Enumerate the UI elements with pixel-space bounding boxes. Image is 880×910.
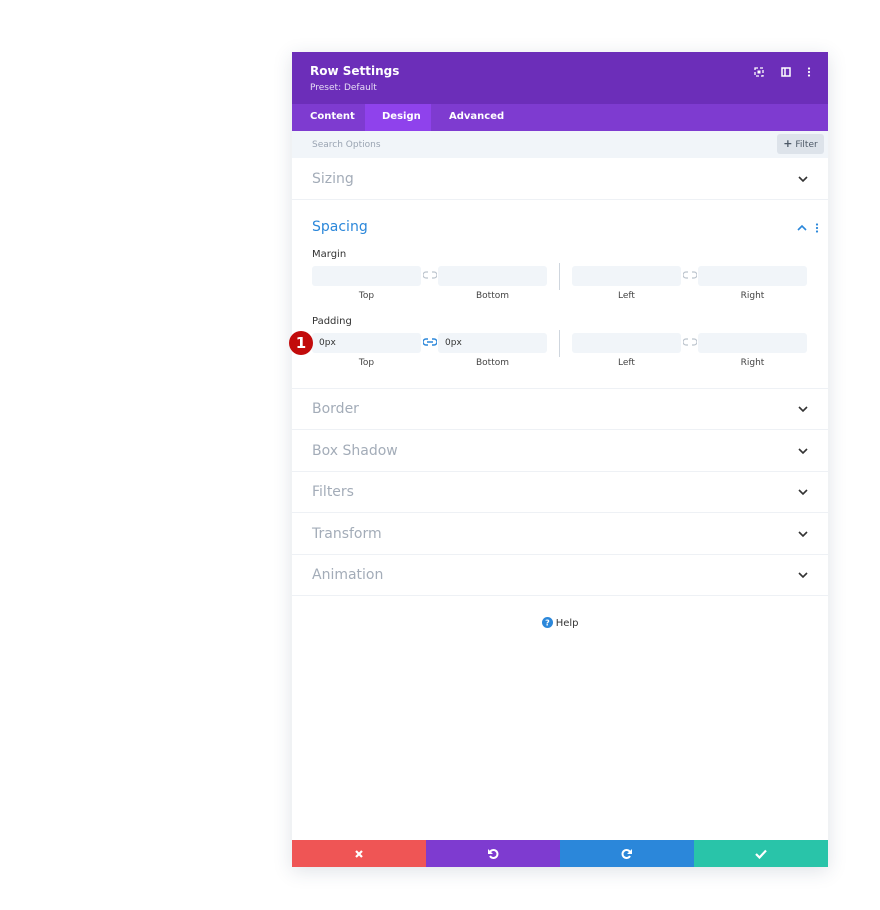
field-label: Bottom — [475, 291, 509, 301]
margin-label: Margin — [312, 249, 347, 260]
section-title: Box Shadow — [312, 442, 398, 459]
chevron — [798, 489, 808, 496]
chevron — [798, 447, 808, 454]
chevron — [798, 406, 808, 413]
section[interactable]: Sizing — [292, 158, 828, 200]
input[interactable] — [572, 333, 681, 353]
help-link[interactable]: ? Help — [292, 617, 828, 629]
expand-icon[interactable] — [754, 67, 764, 77]
input[interactable] — [312, 266, 421, 286]
section-title: Border — [312, 401, 359, 417]
help-label: Help — [555, 618, 579, 629]
menu-icon[interactable] — [807, 67, 811, 70]
link-icon[interactable] — [683, 271, 697, 279]
filter-label: Filter — [795, 140, 818, 150]
section[interactable]: Transform — [292, 513, 828, 555]
input[interactable] — [698, 266, 807, 286]
active-tab-bg — [365, 104, 431, 131]
tab[interactable]: Design — [382, 111, 421, 122]
layout-icon[interactable] — [781, 67, 791, 77]
input[interactable]: 0px — [312, 333, 421, 353]
padding-label: Padding — [312, 316, 352, 327]
input[interactable] — [698, 333, 807, 353]
input[interactable] — [438, 266, 547, 286]
redo-button[interactable] — [560, 840, 694, 867]
input[interactable]: 0px — [438, 333, 547, 353]
field-label: Left — [618, 291, 635, 301]
save-button[interactable] — [694, 840, 828, 867]
undo-button[interactable] — [426, 840, 560, 867]
field-label: Left — [618, 358, 635, 368]
link-icon-active[interactable] — [423, 338, 437, 347]
section-open: Spacing Margin Top Bottom Left Right Pad… — [292, 199, 828, 389]
tab[interactable]: Advanced — [449, 111, 505, 122]
divider — [559, 263, 560, 290]
discard-button[interactable] — [292, 840, 426, 867]
search-bar: Search Options + Filter — [292, 131, 828, 158]
section[interactable]: Animation — [292, 554, 828, 596]
header: Row Settings Preset: Default — [292, 52, 828, 104]
header-icons — [754, 67, 811, 77]
section-title: Animation — [312, 567, 384, 583]
field-label: Top — [358, 358, 375, 368]
field-label: Right — [740, 358, 765, 368]
section-title: Sizing — [312, 171, 354, 187]
field-label: Right — [740, 291, 765, 301]
title: Row Settings — [310, 64, 400, 78]
tab-bar: Content Design Advanced — [292, 104, 828, 131]
search-input[interactable]: Search Options — [312, 140, 381, 150]
filter-button[interactable]: + Filter — [777, 134, 824, 154]
link-icon[interactable] — [683, 338, 697, 346]
tab[interactable]: Content — [310, 111, 355, 122]
chevron — [798, 572, 808, 579]
svg-text:?: ? — [545, 619, 550, 628]
section-title: Transform — [312, 525, 382, 542]
link-icon[interactable] — [423, 271, 437, 279]
field-label: Top — [358, 291, 375, 301]
preset[interactable]: Preset: Default — [310, 83, 377, 93]
annotation-badge: 1 — [289, 331, 313, 355]
section[interactable]: Filters — [292, 471, 828, 513]
section[interactable]: Border — [292, 388, 828, 430]
section[interactable]: Box Shadow — [292, 430, 828, 472]
field-label: Bottom — [475, 358, 509, 368]
input[interactable] — [572, 266, 681, 286]
settings-panel: Row Settings Preset: Default Content Des… — [292, 52, 828, 867]
chevron — [798, 530, 808, 537]
section-title[interactable]: Spacing — [312, 219, 368, 235]
divider — [559, 330, 560, 357]
section-title: Filters — [312, 484, 354, 500]
